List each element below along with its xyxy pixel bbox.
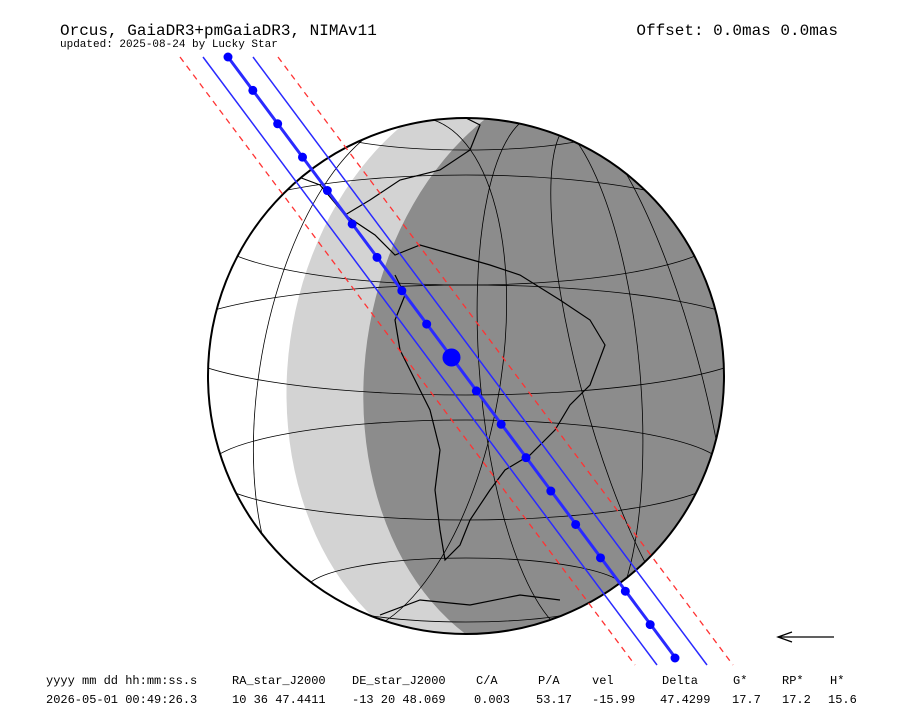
offset: Offset: 0.0mas 0.0mas xyxy=(636,22,838,40)
time-marker xyxy=(596,553,605,563)
time-marker xyxy=(546,486,556,496)
globe-outline xyxy=(207,117,725,635)
time-marker xyxy=(322,186,332,196)
table-cell: 53.17 xyxy=(536,693,572,707)
ephemeris-table: yyyy mm dd hh:mm:ss.s RA_star_J2000 DE_sta… xyxy=(46,674,857,707)
table-cell: 17.7 xyxy=(732,693,761,707)
coastline-antarctic xyxy=(379,594,561,616)
time-marker xyxy=(471,386,481,396)
column-header: H* xyxy=(830,674,844,688)
error-limit xyxy=(277,56,734,666)
shadow-limit xyxy=(252,56,708,666)
time-marker xyxy=(347,219,357,229)
title: Orcus, GaiaDR3+pmGaiaDR3, NIMAv11 xyxy=(60,22,377,40)
time-marker xyxy=(571,519,581,529)
column-header: RA_star_J2000 xyxy=(232,674,326,688)
time-marker xyxy=(670,653,680,663)
time-marker xyxy=(248,85,258,95)
time-marker xyxy=(372,252,382,262)
column-header: Delta xyxy=(662,674,698,688)
error-limit xyxy=(179,56,636,666)
table-cell: -15.99 xyxy=(592,693,635,707)
time-marker xyxy=(273,119,283,129)
time-marker xyxy=(496,419,506,429)
table-cell: -13 20 48.069 xyxy=(352,693,446,707)
table-cell: 10 36 47.4411 xyxy=(232,693,326,707)
coastline xyxy=(279,169,606,562)
table-cell: 2026-05-01 00:49:26.3 xyxy=(46,693,197,707)
subtitle: updated: 2025-08-24 by Lucky Star xyxy=(60,39,278,51)
shadow-path xyxy=(179,52,734,666)
column-header: DE_star_J2000 xyxy=(352,674,446,688)
shadow-limit xyxy=(202,56,658,666)
time-marker xyxy=(645,620,655,630)
table-cell: 17.2 xyxy=(782,693,811,707)
time-marker xyxy=(397,286,407,296)
time-marker xyxy=(223,52,233,62)
globe-shading xyxy=(208,118,724,634)
table-cell: 15.6 xyxy=(828,693,857,707)
time-marker xyxy=(521,453,531,463)
closest-approach xyxy=(442,348,461,367)
time-marker xyxy=(298,152,307,162)
time-marker xyxy=(620,586,630,596)
table-cell: 47.4299 xyxy=(660,693,710,707)
direction-arrow xyxy=(776,631,834,643)
column-header: G* xyxy=(733,674,747,688)
time-marker xyxy=(422,319,432,329)
column-header: C/A xyxy=(476,674,498,688)
column-header: vel xyxy=(592,674,614,688)
column-header: yyyy mm dd hh:mm:ss.s xyxy=(46,674,197,688)
column-header: P/A xyxy=(538,674,560,688)
column-header: RP* xyxy=(782,674,804,688)
table-cell: 0.003 xyxy=(474,693,510,707)
